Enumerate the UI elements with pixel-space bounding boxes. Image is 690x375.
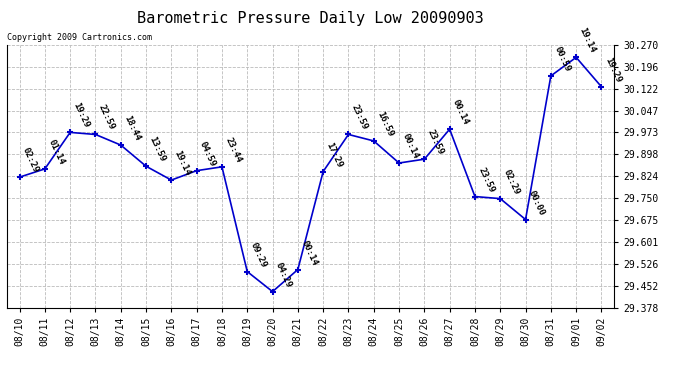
Text: 13:59: 13:59 <box>148 135 167 164</box>
Text: 23:59: 23:59 <box>426 128 445 156</box>
Text: 18:44: 18:44 <box>122 114 141 142</box>
Text: 02:29: 02:29 <box>502 168 521 196</box>
Text: 02:29: 02:29 <box>21 146 41 174</box>
Text: 01:14: 01:14 <box>46 138 66 166</box>
Text: 00:14: 00:14 <box>400 132 420 160</box>
Text: 23:59: 23:59 <box>350 104 369 132</box>
Text: 19:14: 19:14 <box>578 26 597 55</box>
Text: 00:00: 00:00 <box>527 189 546 217</box>
Text: 00:14: 00:14 <box>451 98 471 126</box>
Text: 16:59: 16:59 <box>375 110 395 138</box>
Text: Barometric Pressure Daily Low 20090903: Barometric Pressure Daily Low 20090903 <box>137 11 484 26</box>
Text: 17:29: 17:29 <box>324 141 344 169</box>
Text: 04:59: 04:59 <box>198 140 217 168</box>
Text: 19:29: 19:29 <box>603 56 622 84</box>
Text: Copyright 2009 Cartronics.com: Copyright 2009 Cartronics.com <box>7 33 152 42</box>
Text: 09:29: 09:29 <box>248 241 268 269</box>
Text: 00:14: 00:14 <box>299 238 319 267</box>
Text: 19:14: 19:14 <box>172 149 193 177</box>
Text: 22:59: 22:59 <box>97 104 117 132</box>
Text: 00:59: 00:59 <box>552 45 572 73</box>
Text: 04:29: 04:29 <box>274 261 293 289</box>
Text: 23:59: 23:59 <box>476 166 496 194</box>
Text: 23:44: 23:44 <box>224 136 243 164</box>
Text: 19:29: 19:29 <box>72 102 91 130</box>
